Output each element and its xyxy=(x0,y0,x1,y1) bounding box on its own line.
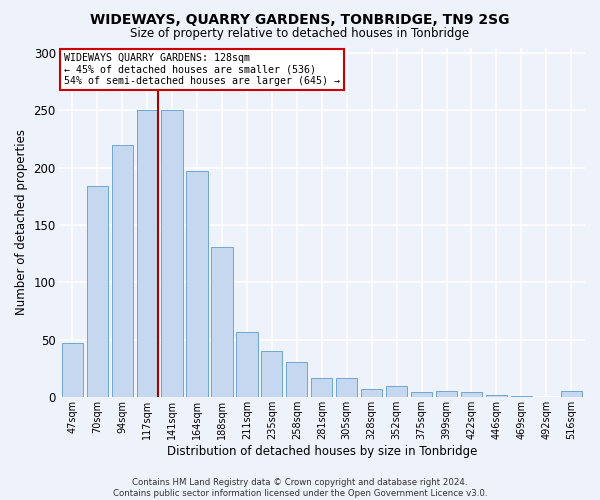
Bar xyxy=(511,396,532,397)
Text: WIDEWAYS, QUARRY GARDENS, TONBRIDGE, TN9 2SG: WIDEWAYS, QUARRY GARDENS, TONBRIDGE, TN9… xyxy=(90,12,510,26)
Y-axis label: Number of detached properties: Number of detached properties xyxy=(15,129,28,315)
Bar xyxy=(436,391,457,397)
Bar xyxy=(211,247,233,397)
Bar xyxy=(261,351,283,397)
Text: WIDEWAYS QUARRY GARDENS: 128sqm
← 45% of detached houses are smaller (536)
54% o: WIDEWAYS QUARRY GARDENS: 128sqm ← 45% of… xyxy=(64,52,340,86)
Text: Contains HM Land Registry data © Crown copyright and database right 2024.
Contai: Contains HM Land Registry data © Crown c… xyxy=(113,478,487,498)
Bar xyxy=(486,394,507,397)
Bar xyxy=(560,391,582,397)
Bar xyxy=(411,392,432,397)
Bar xyxy=(386,386,407,397)
Bar xyxy=(62,343,83,397)
Bar xyxy=(161,110,183,397)
Bar xyxy=(361,389,382,397)
Bar xyxy=(137,110,158,397)
Bar xyxy=(86,186,108,397)
Bar xyxy=(112,145,133,397)
Text: Size of property relative to detached houses in Tonbridge: Size of property relative to detached ho… xyxy=(130,28,470,40)
Bar xyxy=(311,378,332,397)
Bar xyxy=(286,362,307,397)
Bar xyxy=(461,392,482,397)
Bar xyxy=(336,378,358,397)
Bar xyxy=(187,171,208,397)
Bar xyxy=(236,332,257,397)
X-axis label: Distribution of detached houses by size in Tonbridge: Distribution of detached houses by size … xyxy=(167,444,477,458)
